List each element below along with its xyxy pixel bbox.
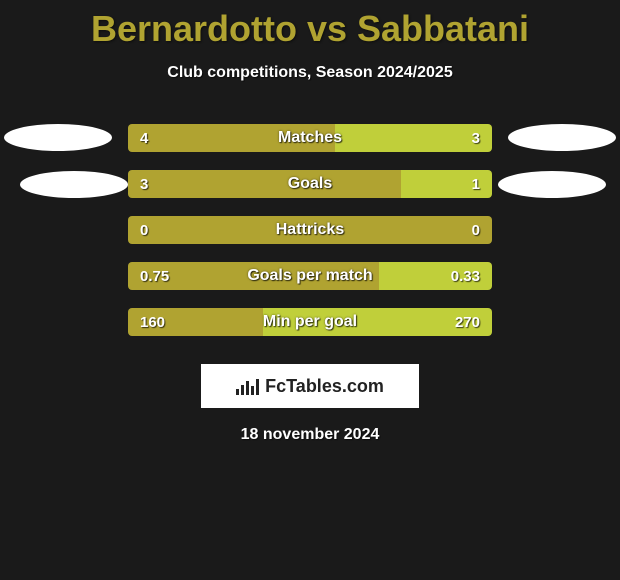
stat-left-value: 0.75 bbox=[140, 262, 169, 290]
stat-left-value: 4 bbox=[140, 124, 148, 152]
brand-badge: FcTables.com bbox=[201, 364, 419, 408]
player-right-avatar bbox=[508, 124, 616, 151]
player-left-avatar bbox=[4, 124, 112, 151]
stat-left-value: 0 bbox=[140, 216, 148, 244]
stat-right-value: 270 bbox=[455, 308, 480, 336]
stat-label: Goals bbox=[128, 170, 492, 198]
stat-right-value: 1 bbox=[472, 170, 480, 198]
chart-icon bbox=[236, 377, 259, 395]
stat-bar: Matches4 3 bbox=[128, 124, 492, 152]
stat-bar: Goals per match0.75 0.33 bbox=[128, 262, 492, 290]
comparison-container: Matches43Goals31Hattricks00Goals per mat… bbox=[0, 124, 620, 336]
stat-right-value: 0.33 bbox=[451, 262, 480, 290]
stat-bar: Goals3 1 bbox=[128, 170, 492, 198]
stat-bars: Matches43Goals31Hattricks00Goals per mat… bbox=[128, 124, 492, 336]
stat-left-value: 3 bbox=[140, 170, 148, 198]
stat-label: Matches bbox=[128, 124, 492, 152]
stat-right-value: 3 bbox=[472, 124, 480, 152]
stat-label: Hattricks bbox=[128, 216, 492, 244]
stat-right-value: 0 bbox=[472, 216, 480, 244]
stat-left-value: 160 bbox=[140, 308, 165, 336]
brand-text: FcTables.com bbox=[265, 376, 384, 397]
left-player-col bbox=[8, 124, 128, 198]
right-player-col bbox=[492, 124, 612, 198]
player-right-avatar-2 bbox=[498, 171, 606, 198]
subtitle: Club competitions, Season 2024/2025 bbox=[0, 64, 620, 82]
stat-label: Min per goal bbox=[128, 308, 492, 336]
date-label: 18 november 2024 bbox=[241, 426, 380, 444]
stat-bar: Hattricks0 0 bbox=[128, 216, 492, 244]
player-left-avatar-2 bbox=[20, 171, 128, 198]
page-title: Bernardotto vs Sabbatani bbox=[0, 8, 620, 50]
stat-bar: Min per goal160 270 bbox=[128, 308, 492, 336]
stat-label: Goals per match bbox=[128, 262, 492, 290]
